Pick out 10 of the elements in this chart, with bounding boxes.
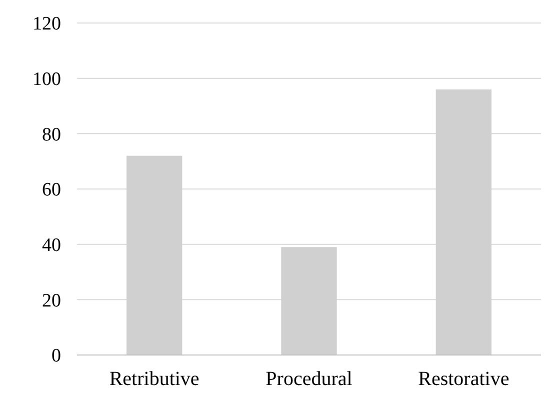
y-tick-label: 60 xyxy=(42,180,61,201)
x-tick-label: Restorative xyxy=(418,368,510,390)
y-tick-label: 0 xyxy=(52,346,61,367)
x-tick-label: Retributive xyxy=(109,368,200,390)
y-tick-label: 100 xyxy=(32,68,61,90)
y-tick-label: 120 xyxy=(32,14,61,35)
x-tick-label: Procedural xyxy=(266,368,353,390)
y-tick-label: 20 xyxy=(42,290,61,312)
y-tick-label: 40 xyxy=(42,234,61,256)
y-tick-label: 80 xyxy=(42,124,61,146)
